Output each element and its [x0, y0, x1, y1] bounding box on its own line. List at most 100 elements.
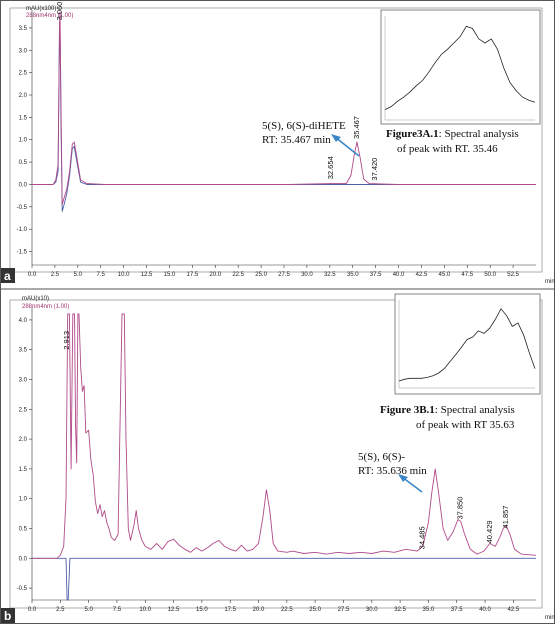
panel-a-series-line [32, 22, 536, 212]
panel-a-y-tick-label: -1.5 [17, 250, 28, 256]
panel-a-y-tick-label: -0.5 [17, 205, 28, 211]
panel-a-peak-label: 3.060 [55, 2, 64, 21]
panel-a-y-tick-label: 1.5 [19, 115, 28, 121]
panel-b-y-tick-label: 4.0 [19, 318, 28, 324]
panel-b-xlabel: min [545, 615, 555, 621]
panel-a-ylabel: mAU(x100) [26, 6, 56, 12]
panel-a-x-tick-label: 0.0 [28, 272, 37, 278]
panel-a-x-tick-label: 7.5 [97, 272, 106, 278]
panel-b-inset [394, 293, 541, 395]
panel-b-caption-rest: : Spectral analysis [435, 404, 515, 416]
panel-b-y-tick-label: 1.5 [19, 467, 28, 473]
panel-b-x-tick-label: 22.5 [281, 607, 293, 613]
panel-a-xlabel: min [545, 279, 555, 285]
panel-a-annotation-line-2: RT: 35.467 min [262, 134, 331, 146]
panel-b-caption-line-2: of peak with RT 35.63 [416, 419, 515, 431]
panel-a-x-tick-label: 42.5 [416, 272, 428, 278]
panel-a-arrow [334, 136, 360, 157]
panel-a-x-tick-label: 52.5 [507, 272, 519, 278]
panel-a-x-tick-label: 17.5 [187, 272, 199, 278]
panel-b-y-tick-label: 0.0 [19, 556, 28, 562]
panel-b-series [32, 313, 537, 601]
panel-b-x-tick-label: 5.0 [84, 607, 93, 613]
panel-b-peak-label: 34.485 [418, 526, 427, 549]
panel-b-y-tick-label: 2.5 [19, 407, 28, 413]
panel-a-y-ticks: -1.5 -1.0 -0.5 0.0 0.5 1.0 1.5 2.0 2.5 3.0 3.5 [17, 10, 33, 265]
panel-a-x-tick-label: 5.0 [74, 272, 83, 278]
panel-a-y-tick-label: 0.5 [19, 160, 28, 166]
panel-b-arrow-head [398, 474, 408, 482]
panel-b-x-tick-label: 32.5 [394, 607, 406, 613]
panel-b-peak-label: 2.913 [62, 331, 71, 350]
panel-a-x-tick-label: 35.0 [347, 272, 359, 278]
panel-b-x-tick-label: 40.0 [479, 607, 491, 613]
panel-b-annotation-line-1: 5(S), 6(S)- [358, 451, 405, 463]
panel-a-y-tick-label: 3.5 [19, 26, 28, 32]
panel-a-series [32, 11, 536, 212]
panel-b-x-tick-label: 27.5 [338, 607, 350, 613]
panel-a-inset-caption: Figure3A.1: Spectral analysis [386, 128, 519, 140]
panel-a-x-tick-label: 10.0 [118, 272, 130, 278]
panel-b-inset-caption: Figure 3B.1: Spectral analysis [380, 404, 515, 416]
panel-a-series-line [32, 11, 536, 206]
panel-a-x-tick-label: 22.5 [232, 272, 244, 278]
panel-a-peak-labels: 3.060 32.654 35.467 37.420 [55, 2, 379, 181]
panel-a-x-tick-label: 50.0 [484, 272, 496, 278]
panel-b-plot-area [9, 299, 543, 609]
panel-a-peak-label: 35.467 [352, 116, 361, 139]
panel-a-x-tick-label: 27.5 [278, 272, 290, 278]
panel-a-x-ticks: 0.0 2.5 5.0 7.5 10.0 12.5 15.0 17.5 20.0 22.5 25.0… [28, 264, 536, 278]
panel-a-x-tick-label: 30.0 [301, 272, 313, 278]
panel-b-series-line [32, 557, 536, 601]
panel-b-y-tick-label: 3.0 [19, 378, 28, 384]
panel-a-caption-rest: : Spectral analysis [439, 128, 519, 140]
panel-a-caption-line-2: of peak with RT. 35.46 [397, 143, 498, 155]
panel-a-legend: 288nm4nm (1.00) [26, 13, 73, 19]
panel-a-y-tick-label: 2.0 [19, 93, 28, 99]
panel-a-x-tick-label: 25.0 [255, 272, 267, 278]
panel-b-inset-spectrum [398, 300, 536, 389]
panel-b-x-tick-label: 0.0 [28, 607, 37, 613]
panel-b-x-tick-label: 42.5 [508, 607, 520, 613]
panel-a-plot-area [9, 7, 543, 273]
panel-a-y-tick-label: 1.0 [19, 138, 28, 144]
panel-a-peak-label: 37.420 [370, 158, 379, 181]
panel-a-y-tick-label: 0.0 [19, 182, 28, 188]
panel-a-x-tick-label: 15.0 [164, 272, 176, 278]
panel-a-x-tick-label: 20.0 [209, 272, 221, 278]
panel-b-x-tick-label: 25.0 [309, 607, 321, 613]
panel-b-label: b [4, 609, 11, 623]
panel-a-y-tick-label: 3.0 [19, 48, 28, 54]
panel-b-peak-label: 37.850 [456, 497, 465, 520]
panel-b-x-tick-label: 20.0 [253, 607, 265, 613]
panel-a-x-tick-label: 2.5 [51, 272, 60, 278]
panel-a-y-tick-label: 2.5 [19, 71, 28, 77]
panel-b-label-box [1, 608, 15, 623]
panel-b-y-tick-label: -0.5 [17, 586, 28, 592]
panel-b-chart: mAU(x10) 288nm4nm (1.00) min -0.5 0.0 0.5 1… [1, 293, 555, 623]
panel-a-x-tick-label: 47.5 [461, 272, 473, 278]
panel-b-y-tick-label: 0.5 [19, 526, 28, 532]
panel-b-y-tick-label: 3.5 [19, 348, 28, 354]
panel-a-x-tick-label: 37.5 [370, 272, 382, 278]
panel-b-inset-spectrum-line [398, 308, 536, 382]
panel-b-peak-labels: 2.913 34.485 37.850 40.429 41.857 [62, 331, 510, 549]
panel-a-peak-label: 32.654 [326, 156, 335, 179]
panel-b-x-tick-label: 10.0 [139, 607, 151, 613]
panel-a-inset [380, 9, 541, 125]
panel-a-x-tick-label: 45.0 [439, 272, 451, 278]
panel-a-x-tick-label: 40.0 [393, 272, 405, 278]
panel-a-x-tick-label: 32.5 [324, 272, 336, 278]
panel-b-x-tick-label: 2.5 [56, 607, 65, 613]
panel-b-peak-label: 41.857 [501, 506, 510, 529]
panel-b-ylabel: mAU(x10) [22, 296, 49, 302]
panel-b-x-tick-label: 35.0 [423, 607, 435, 613]
panel-a-caption-bold: Figure3A.1 [386, 128, 439, 140]
panel-b-x-tick-label: 15.0 [196, 607, 208, 613]
panel-b-legend: 288nm4nm (1.00) [22, 304, 69, 310]
panel-a-inset-spectrum-line [384, 25, 536, 110]
panel-b-x-tick-label: 30.0 [366, 607, 378, 613]
panel-b-annotation-line-2: RT: 35.636 min [358, 465, 427, 477]
